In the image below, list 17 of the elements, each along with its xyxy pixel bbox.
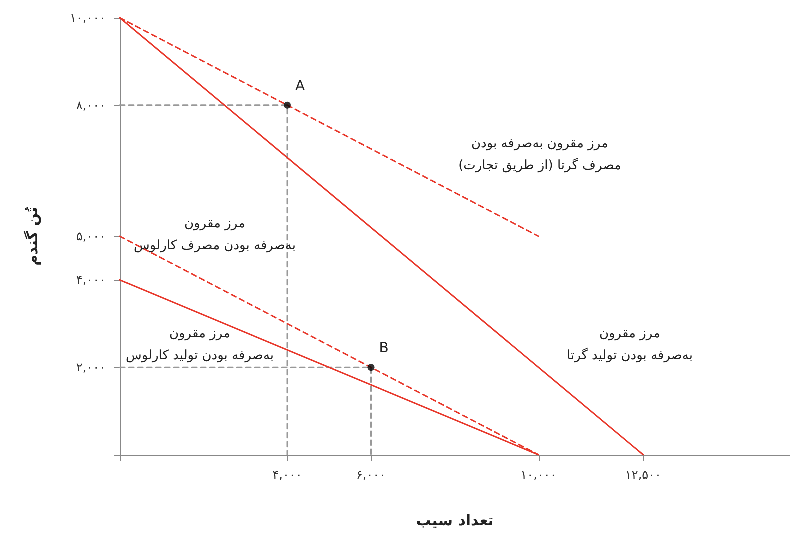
annotation: مرز مقرون به‌صرفه بودن مصرف گرتا (از طریق تجارت) — [458, 136, 622, 174]
x-axis-title: تعداد سیب — [416, 512, 494, 530]
y-tick-label: ۲,۰۰۰ — [76, 360, 106, 375]
y-axis-title: تُن گندم — [24, 207, 42, 266]
y-tick-label: ۴,۰۰۰ — [76, 273, 106, 288]
x-tick-label: ۱۲,۵۰۰ — [625, 468, 662, 482]
x-tick-label: ۱۰,۰۰۰ — [520, 468, 557, 482]
y-tick-label: ۱۰,۰۰۰ — [70, 11, 106, 25]
annotation: مرز مقرون به‌صرفه بودن مصرف کارلوس — [134, 216, 296, 254]
x-tick-label: ۶,۰۰۰ — [356, 468, 386, 482]
annotation: B — [379, 340, 389, 357]
y-tick-label: ۸,۰۰۰ — [76, 98, 106, 112]
annotation: مرز مقرون به‌صرفه بودن تولید گرتا — [566, 326, 694, 364]
y-tick-label: ۵,۰۰۰ — [76, 230, 106, 244]
annotation: A — [296, 78, 306, 94]
annotation: مرز مقرون به‌صرفه بودن تولید کارلوس — [126, 326, 274, 364]
x-tick-label: ۴,۰۰۰ — [272, 468, 302, 482]
